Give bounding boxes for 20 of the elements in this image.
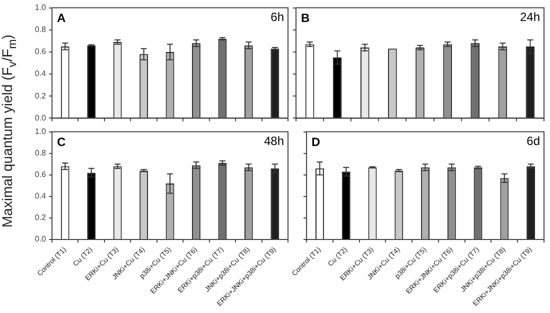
y-tick-label: 0.0 <box>34 234 47 244</box>
y-tick-label: 0.4 <box>34 192 47 201</box>
y-tick-label: 0.6 <box>34 170 47 180</box>
annotation: D <box>312 135 321 150</box>
annotation: 48h <box>264 134 284 148</box>
y-tick-label: 0.6 <box>34 47 47 56</box>
y-tick-label: 0.8 <box>34 148 47 158</box>
y-tick-label: 0.2 <box>34 213 47 222</box>
y-tick-label: 0.8 <box>34 25 47 34</box>
y-tick-label: 1.0 <box>34 127 47 136</box>
annotation: A <box>57 11 66 26</box>
annotation: B <box>301 11 310 26</box>
annotation: 6d <box>526 134 540 148</box>
y-tick-label: 0.4 <box>34 69 47 78</box>
y-tick-label: 0.2 <box>34 91 47 100</box>
annotation: 6h <box>270 10 284 24</box>
y-tick-label: 1.0 <box>34 3 47 12</box>
annotation: C <box>57 135 66 150</box>
annotation: 24h <box>520 10 540 24</box>
y-tick-label: 0.0 <box>34 113 47 122</box>
